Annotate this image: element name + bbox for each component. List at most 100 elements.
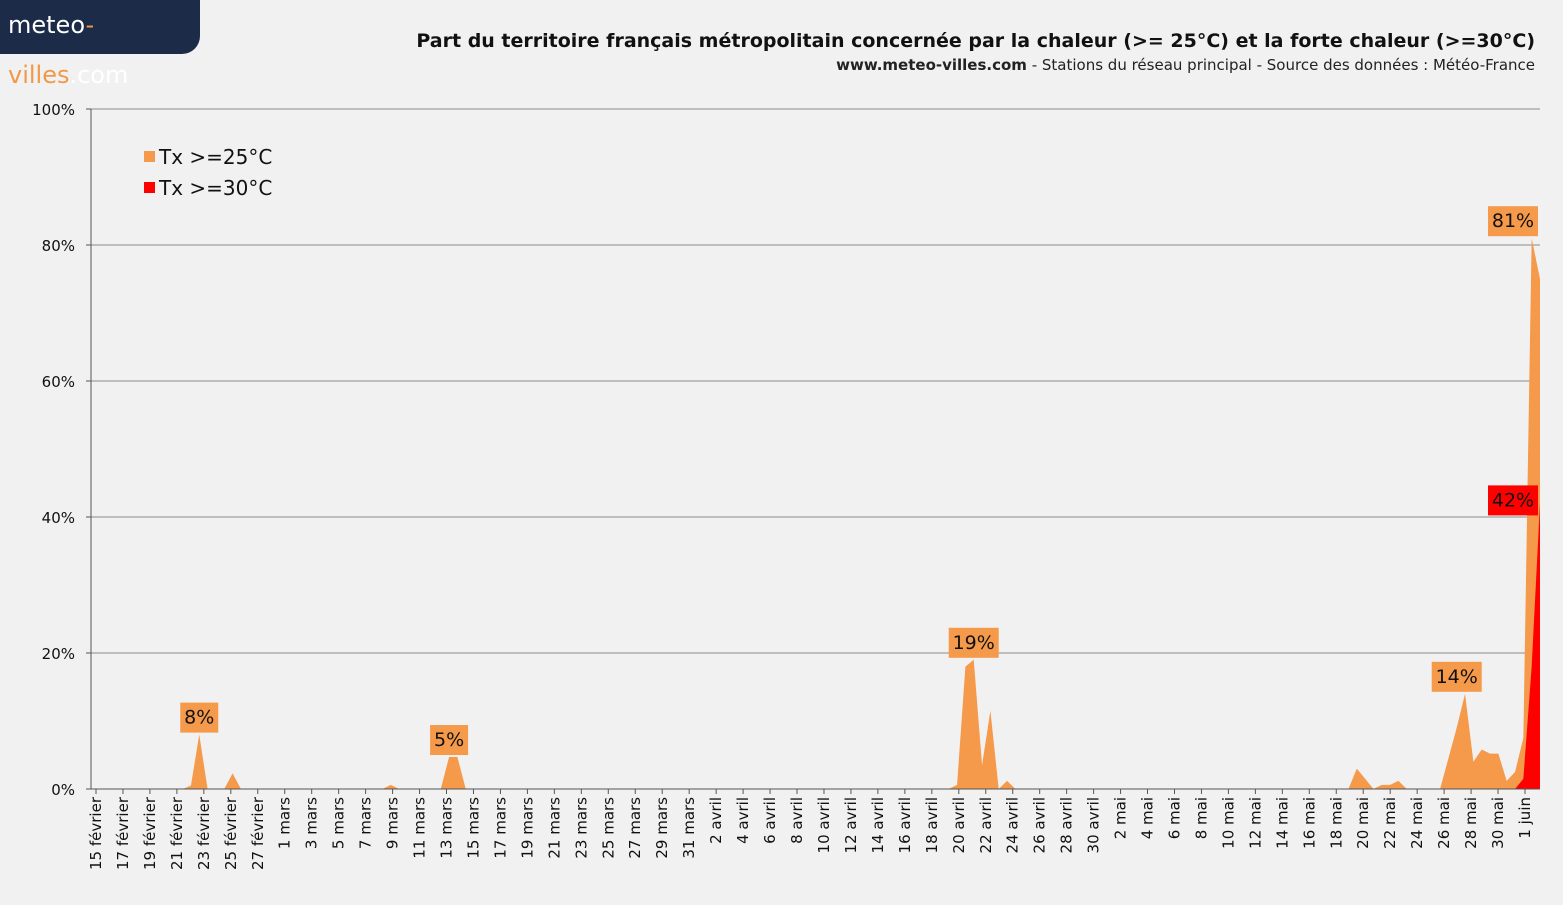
- x-tick-label: 28 mai: [1462, 797, 1480, 849]
- x-tick-label: 27 février: [249, 796, 267, 870]
- data-label: 5%: [434, 729, 464, 751]
- x-tick-label: 2 avril: [707, 797, 725, 844]
- x-tick-label: 22 mai: [1381, 797, 1399, 849]
- x-tick-label: 19 mars: [518, 797, 536, 859]
- x-tick-label: 16 avril: [896, 797, 914, 853]
- x-tick-label: 26 mai: [1435, 797, 1453, 849]
- x-tick-label: 8 avril: [788, 797, 806, 844]
- y-axis-ticks: 0% 20% 40% 60% 80% 100%: [32, 101, 91, 799]
- x-tick-label: 1 mars: [276, 797, 294, 849]
- logo-part-com: .com: [69, 61, 129, 89]
- x-tick-label: 10 mai: [1219, 797, 1237, 849]
- x-tick-label: 8 mai: [1192, 797, 1210, 839]
- subtitle-source: - Stations du réseau principal - Source …: [1026, 56, 1535, 74]
- x-tick-label: 21 février: [168, 796, 186, 870]
- legend-swatch-25c: [144, 151, 155, 162]
- area-series: [91, 238, 1540, 789]
- x-tick-label: 1 juin: [1516, 797, 1534, 839]
- data-label-group: 81%: [1488, 206, 1538, 237]
- x-tick-label: 22 avril: [977, 797, 995, 853]
- data-label-box: [180, 702, 219, 733]
- x-tick-label: 4 mai: [1139, 797, 1157, 839]
- data-label-box: [1488, 485, 1538, 516]
- subtitle-site-link[interactable]: www.meteo-villes.com: [836, 56, 1027, 74]
- axes: [90, 109, 1540, 790]
- site-logo[interactable]: meteo-villes.com: [0, 0, 200, 89]
- data-label-group: 8%: [180, 702, 219, 733]
- x-tick-label: 7 mars: [357, 797, 375, 849]
- x-tick-label: 19 février: [141, 796, 159, 870]
- x-tick-label: 20 avril: [950, 797, 968, 853]
- data-label-box: [1488, 206, 1538, 237]
- legend-swatch-30c: [144, 182, 155, 193]
- data-label-box: [430, 725, 469, 756]
- x-tick-label: 9 mars: [384, 797, 402, 849]
- x-tick-label: 28 avril: [1058, 797, 1076, 853]
- x-tick-label: 5 mars: [330, 797, 348, 849]
- x-tick-label: 17 février: [114, 796, 132, 870]
- x-tick-label: 12 mai: [1246, 797, 1264, 849]
- data-label-group: 19%: [948, 627, 999, 658]
- x-tick-label: 18 mai: [1327, 797, 1345, 849]
- legend-label-25c: Tx >=25°C: [158, 145, 272, 169]
- data-label: 8%: [184, 707, 214, 729]
- data-label: 14%: [1436, 666, 1478, 688]
- data-label: 42%: [1492, 489, 1534, 511]
- x-tick-label: 24 avril: [1004, 797, 1022, 853]
- x-tick-label: 6 mai: [1165, 797, 1183, 839]
- chart-title: Part du territoire français métropolitai…: [416, 30, 1535, 52]
- chart-subtitle: www.meteo-villes.com - Stations du résea…: [836, 56, 1535, 74]
- x-tick-label: 14 mai: [1273, 797, 1291, 849]
- x-tick-label: 27 mars: [626, 797, 644, 859]
- x-tick-label: 17 mars: [491, 797, 509, 859]
- x-tick-label: 15 mars: [464, 797, 482, 859]
- data-label-group: 42%: [1488, 485, 1538, 516]
- y-tick-label: 100%: [32, 101, 75, 119]
- x-tick-label: 3 mars: [303, 797, 321, 849]
- y-tick-label: 20%: [42, 645, 75, 663]
- x-tick-label: 30 mai: [1489, 797, 1507, 849]
- x-tick-label: 10 avril: [815, 797, 833, 853]
- x-tick-label: 16 mai: [1300, 797, 1318, 849]
- x-tick-label: 20 mai: [1354, 797, 1372, 849]
- x-tick-label: 18 avril: [923, 797, 941, 853]
- y-tick-label: 60%: [42, 373, 75, 391]
- x-tick-label: 12 avril: [842, 797, 860, 853]
- x-tick-label: 2 mai: [1112, 797, 1130, 839]
- y-tick-label: 0%: [51, 781, 75, 799]
- x-tick-label: 11 mars: [411, 797, 429, 859]
- x-tick-label: 15 février: [87, 796, 105, 870]
- data-label-group: 14%: [1431, 661, 1482, 692]
- series-area-25c: [91, 238, 1540, 789]
- x-tick-label: 31 mars: [680, 797, 698, 859]
- x-tick-label: 4 avril: [734, 797, 752, 844]
- x-tick-label: 29 mars: [653, 797, 671, 859]
- x-tick-label: 30 avril: [1085, 797, 1103, 853]
- legend-label-30c: Tx >=30°C: [158, 176, 272, 200]
- data-label: 19%: [953, 632, 995, 654]
- data-annotations: 8% 5% 19% 14% 81% 42%: [180, 206, 1538, 756]
- series-area-30c: [91, 503, 1540, 789]
- data-label: 81%: [1492, 210, 1534, 232]
- x-tick-label: 26 avril: [1031, 797, 1049, 853]
- x-axis-ticks: 15 février 17 février 19 février 21 février…: [87, 789, 1534, 870]
- x-tick-label: 13 mars: [438, 797, 456, 859]
- x-tick-label: 23 février: [195, 796, 213, 870]
- x-tick-label: 14 avril: [869, 797, 887, 853]
- x-tick-label: 25 mars: [599, 797, 617, 859]
- logo-part-villes: -villes: [8, 11, 95, 89]
- x-tick-label: 21 mars: [545, 797, 563, 859]
- y-tick-label: 80%: [42, 237, 75, 255]
- grid-lines: [91, 108, 1540, 654]
- data-label-group: 5%: [430, 725, 469, 756]
- legend: Tx >=25°C Tx >=30°C: [144, 145, 272, 200]
- x-tick-label: 24 mai: [1408, 797, 1426, 849]
- x-tick-label: 25 février: [222, 796, 240, 870]
- logo-part-meteo: meteo: [8, 11, 86, 39]
- data-label-box: [948, 627, 999, 658]
- y-tick-label: 40%: [42, 509, 75, 527]
- x-tick-label: 6 avril: [761, 797, 779, 844]
- data-label-box: [1431, 661, 1482, 692]
- x-tick-label: 23 mars: [572, 797, 590, 859]
